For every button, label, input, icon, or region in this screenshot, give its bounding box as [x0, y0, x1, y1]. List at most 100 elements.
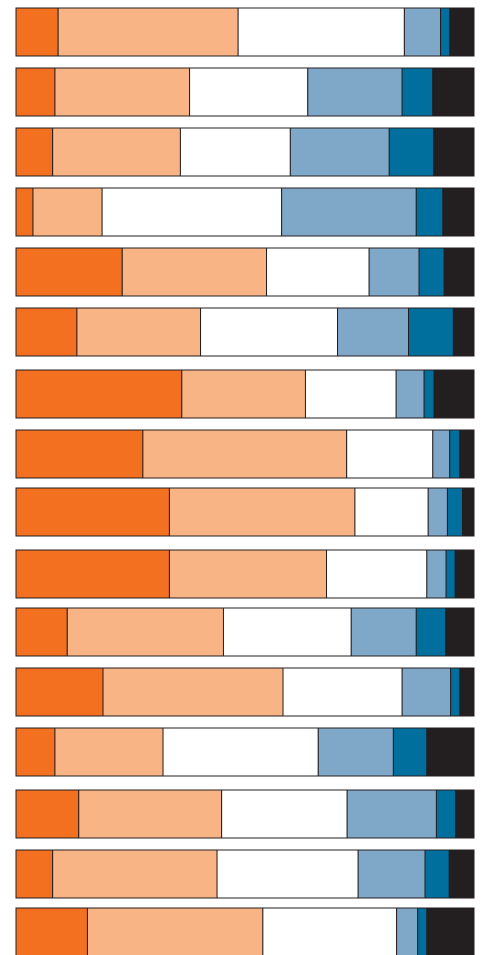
- bar-segment-1-6: [449, 7, 475, 57]
- bar-segment-4-6: [442, 187, 475, 237]
- bar-segment-5-2: [121, 247, 268, 297]
- bar-row-7: [15, 369, 475, 419]
- bar-row-1: [15, 7, 475, 57]
- bar-segment-12-3: [282, 667, 403, 717]
- bar-row-16: [15, 907, 475, 955]
- bar-segment-14-4: [346, 789, 437, 839]
- bar-segment-14-3: [221, 789, 348, 839]
- bar-segment-6-2: [76, 307, 202, 357]
- bar-row-6: [15, 307, 475, 357]
- bar-row-4: [15, 187, 475, 237]
- bar-segment-10-4: [426, 549, 447, 599]
- bar-row-9: [15, 487, 475, 537]
- bar-segment-16-5: [417, 907, 428, 955]
- bar-segment-9-2: [168, 487, 356, 537]
- bar-row-15: [15, 849, 475, 899]
- bar-segment-8-4: [432, 429, 451, 479]
- bar-segment-4-4: [281, 187, 417, 237]
- bar-segment-10-5: [445, 549, 456, 599]
- bar-segment-10-3: [326, 549, 428, 599]
- bar-segment-16-2: [86, 907, 264, 955]
- bar-segment-12-1: [15, 667, 104, 717]
- bar-segment-7-6: [433, 369, 475, 419]
- bar-segment-9-5: [446, 487, 464, 537]
- bar-segment-10-2: [168, 549, 328, 599]
- bar-segment-15-4: [357, 849, 426, 899]
- bar-segment-3-1: [15, 127, 54, 177]
- bar-segment-6-6: [452, 307, 475, 357]
- bar-segment-7-1: [15, 369, 183, 419]
- bar-segment-15-6: [448, 849, 475, 899]
- bar-segment-11-3: [222, 607, 352, 657]
- bar-segment-14-6: [455, 789, 475, 839]
- bar-segment-7-4: [395, 369, 425, 419]
- bar-segment-8-2: [142, 429, 348, 479]
- bar-segment-4-2: [32, 187, 103, 237]
- bar-segment-1-2: [57, 7, 239, 57]
- bar-segment-15-1: [15, 849, 54, 899]
- bar-segment-14-2: [78, 789, 223, 839]
- bar-segment-1-4: [403, 7, 442, 57]
- bar-segment-3-4: [289, 127, 390, 177]
- bar-segment-11-1: [15, 607, 68, 657]
- bar-row-11: [15, 607, 475, 657]
- bar-row-13: [15, 727, 475, 777]
- bar-segment-1-3: [237, 7, 405, 57]
- bar-segment-14-1: [15, 789, 80, 839]
- bar-segment-2-3: [189, 67, 309, 117]
- bar-row-8: [15, 429, 475, 479]
- bar-segment-11-2: [66, 607, 224, 657]
- bar-segment-9-4: [427, 487, 448, 537]
- bar-segment-13-6: [426, 727, 475, 777]
- bar-row-2: [15, 67, 475, 117]
- bar-segment-2-5: [401, 67, 434, 117]
- bar-segment-5-6: [443, 247, 475, 297]
- bar-segment-2-4: [307, 67, 403, 117]
- bar-segment-2-2: [54, 67, 191, 117]
- bar-segment-7-3: [304, 369, 397, 419]
- bar-segment-8-5: [449, 429, 461, 479]
- bar-segment-6-3: [200, 307, 339, 357]
- bar-segment-13-5: [392, 727, 428, 777]
- bar-segment-16-6: [426, 907, 475, 955]
- bar-segment-16-3: [262, 907, 398, 955]
- bar-segment-12-5: [450, 667, 461, 717]
- bar-segment-8-3: [346, 429, 434, 479]
- bar-segment-5-5: [418, 247, 445, 297]
- bar-segment-6-5: [408, 307, 454, 357]
- bar-row-14: [15, 789, 475, 839]
- bar-segment-13-1: [15, 727, 56, 777]
- bar-segment-5-3: [266, 247, 370, 297]
- bar-segment-6-1: [15, 307, 78, 357]
- bar-segment-1-1: [15, 7, 59, 57]
- bar-segment-12-2: [102, 667, 284, 717]
- bar-segment-10-6: [454, 549, 475, 599]
- bar-segment-13-3: [162, 727, 319, 777]
- bar-segment-4-1: [15, 187, 34, 237]
- bar-segment-13-2: [54, 727, 164, 777]
- bar-segment-4-5: [415, 187, 444, 237]
- bar-segment-8-1: [15, 429, 144, 479]
- bar-segment-16-1: [15, 907, 88, 955]
- bar-segment-11-5: [415, 607, 447, 657]
- bar-segment-8-6: [459, 429, 475, 479]
- bar-segment-15-5: [424, 849, 450, 899]
- bar-segment-14-5: [435, 789, 457, 839]
- bar-segment-3-3: [179, 127, 291, 177]
- bar-segment-13-4: [317, 727, 394, 777]
- bar-segment-10-1: [15, 549, 170, 599]
- bar-row-12: [15, 667, 475, 717]
- bar-segment-12-4: [401, 667, 452, 717]
- bar-segment-3-5: [388, 127, 435, 177]
- bar-segment-5-4: [368, 247, 420, 297]
- bar-segment-1-5: [440, 7, 451, 57]
- bar-segment-15-2: [52, 849, 218, 899]
- bar-segment-9-3: [354, 487, 429, 537]
- bar-row-10: [15, 549, 475, 599]
- bar-segment-11-4: [350, 607, 417, 657]
- bar-segment-12-6: [459, 667, 475, 717]
- bar-segment-3-6: [433, 127, 475, 177]
- bar-row-5: [15, 247, 475, 297]
